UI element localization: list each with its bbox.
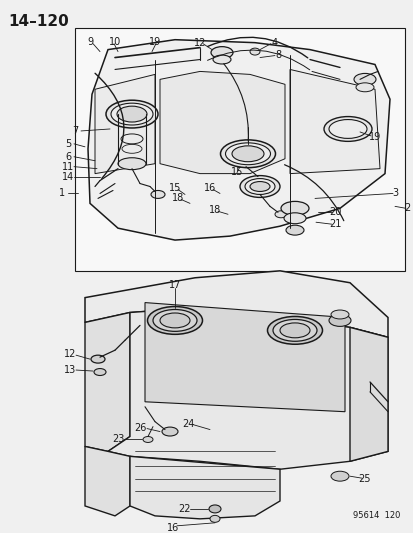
Text: 19: 19 xyxy=(149,37,161,47)
Text: 3: 3 xyxy=(391,189,397,198)
Text: 18: 18 xyxy=(209,205,221,215)
Text: 5: 5 xyxy=(65,139,71,149)
Ellipse shape xyxy=(147,306,202,334)
Ellipse shape xyxy=(231,146,263,161)
Text: 25: 25 xyxy=(358,474,370,484)
Text: 12: 12 xyxy=(193,38,206,47)
Ellipse shape xyxy=(244,179,274,195)
Ellipse shape xyxy=(151,190,165,198)
Text: 16: 16 xyxy=(166,523,179,533)
Text: 17: 17 xyxy=(169,280,181,290)
Ellipse shape xyxy=(328,314,350,326)
Ellipse shape xyxy=(91,355,105,363)
Text: 18: 18 xyxy=(171,193,184,204)
Text: 22: 22 xyxy=(178,504,191,514)
Polygon shape xyxy=(85,271,387,337)
Ellipse shape xyxy=(267,317,322,344)
Text: 12: 12 xyxy=(64,349,76,359)
Ellipse shape xyxy=(159,313,190,328)
Text: 8: 8 xyxy=(274,50,280,60)
Polygon shape xyxy=(85,312,130,451)
Text: 1: 1 xyxy=(59,189,65,198)
Text: 9: 9 xyxy=(87,37,93,47)
Ellipse shape xyxy=(118,158,146,169)
Ellipse shape xyxy=(209,505,221,513)
Ellipse shape xyxy=(355,83,373,92)
Text: 7: 7 xyxy=(72,126,78,136)
Ellipse shape xyxy=(161,427,178,436)
Ellipse shape xyxy=(94,368,106,375)
Ellipse shape xyxy=(153,310,197,332)
Text: 16: 16 xyxy=(203,183,216,193)
Ellipse shape xyxy=(279,323,309,338)
Bar xyxy=(75,28,404,271)
Ellipse shape xyxy=(220,140,275,168)
Polygon shape xyxy=(108,308,387,469)
Ellipse shape xyxy=(323,117,371,141)
Text: 95614  120: 95614 120 xyxy=(352,511,399,520)
Ellipse shape xyxy=(285,225,303,235)
Polygon shape xyxy=(88,39,389,240)
Text: 11: 11 xyxy=(62,161,74,172)
Polygon shape xyxy=(349,327,387,461)
Text: 26: 26 xyxy=(133,423,146,433)
Ellipse shape xyxy=(106,100,158,128)
Ellipse shape xyxy=(142,437,153,442)
Text: 2: 2 xyxy=(403,203,409,213)
Ellipse shape xyxy=(225,143,270,165)
Ellipse shape xyxy=(249,48,259,55)
Polygon shape xyxy=(159,71,284,174)
Ellipse shape xyxy=(249,182,269,191)
Polygon shape xyxy=(289,69,379,174)
Text: 13: 13 xyxy=(64,365,76,375)
Ellipse shape xyxy=(353,74,375,85)
Text: 14: 14 xyxy=(62,172,74,182)
Ellipse shape xyxy=(209,515,219,522)
Ellipse shape xyxy=(212,55,230,64)
Polygon shape xyxy=(145,303,344,411)
Text: 15: 15 xyxy=(169,183,181,193)
Ellipse shape xyxy=(280,201,308,215)
Polygon shape xyxy=(85,447,130,516)
Text: 19: 19 xyxy=(368,132,380,142)
Text: 6: 6 xyxy=(65,152,71,161)
Ellipse shape xyxy=(211,46,233,59)
Text: 21: 21 xyxy=(328,219,340,229)
Ellipse shape xyxy=(117,106,147,122)
Ellipse shape xyxy=(330,310,348,319)
Polygon shape xyxy=(130,456,279,519)
Ellipse shape xyxy=(330,471,348,481)
Ellipse shape xyxy=(111,103,153,125)
Text: 15: 15 xyxy=(230,167,242,176)
Polygon shape xyxy=(95,75,154,174)
Text: 4: 4 xyxy=(271,38,278,47)
Ellipse shape xyxy=(274,211,286,218)
Text: 23: 23 xyxy=(112,434,124,445)
Ellipse shape xyxy=(240,175,279,197)
Text: 20: 20 xyxy=(328,207,340,217)
Text: 14–120: 14–120 xyxy=(8,14,69,29)
Text: 10: 10 xyxy=(109,37,121,47)
Ellipse shape xyxy=(328,119,366,139)
Text: 24: 24 xyxy=(181,418,194,429)
Ellipse shape xyxy=(272,319,316,341)
Ellipse shape xyxy=(283,213,305,224)
